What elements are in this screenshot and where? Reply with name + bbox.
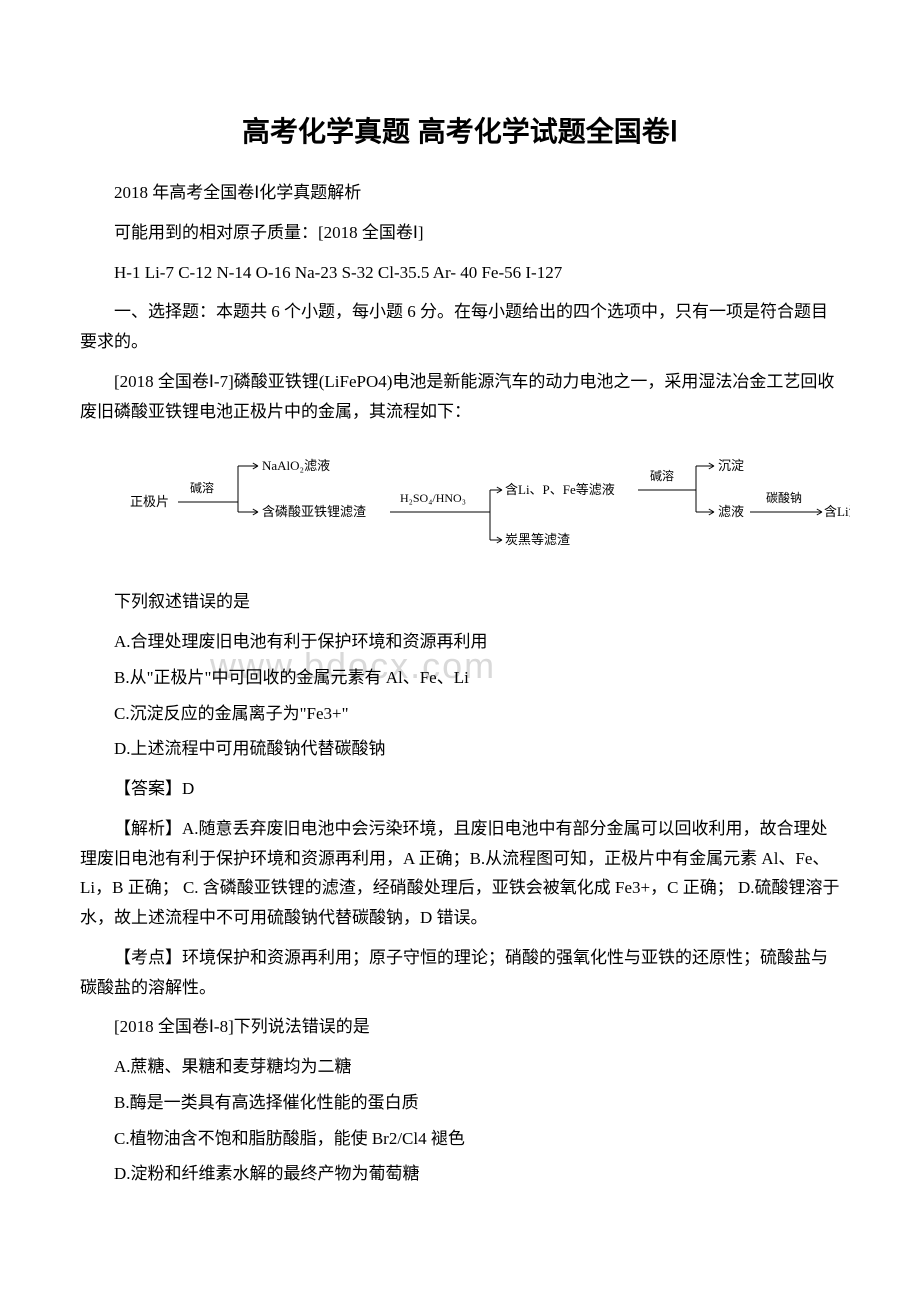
- svg-text:含磷酸亚铁锂滤渣: 含磷酸亚铁锂滤渣: [262, 504, 366, 519]
- option-c: C.植物油含不饱和脂肪酸脂，能使 Br2/Cl4 褪色: [80, 1124, 840, 1154]
- svg-text:含Li沉淀: 含Li沉淀: [824, 504, 850, 519]
- svg-text:H₂SO₄/HNO₃: H₂SO₄/HNO₃: [400, 491, 466, 505]
- paragraph: 2018 年高考全国卷Ⅰ化学真题解析: [80, 178, 840, 208]
- paragraph: H-1 Li-7 C-12 N-14 O-16 Na-23 S-32 Cl-35…: [80, 258, 840, 288]
- svg-text:沉淀: 沉淀: [718, 458, 744, 473]
- svg-text:碳酸钠: 碳酸钠: [766, 490, 802, 505]
- option-a: A.合理处理废旧电池有利于保护环境和资源再利用: [80, 627, 840, 657]
- svg-text:正极片: 正极片: [130, 494, 169, 509]
- option-c: C.沉淀反应的金属离子为"Fe3+": [80, 699, 840, 729]
- option-b: B.从"正极片"中可回收的金属元素有 Al、Fe、Li: [80, 663, 840, 693]
- option-d: D.淀粉和纤维素水解的最终产物为葡萄糖: [80, 1159, 840, 1189]
- svg-text:碱溶: 碱溶: [650, 468, 674, 483]
- document-title: 高考化学真题 高考化学试题全国卷Ⅰ: [80, 110, 840, 150]
- svg-text:碱溶: 碱溶: [190, 480, 214, 495]
- flow-diagram: 正极片 碱溶 NaAlO₂滤液含磷酸亚铁锂滤渣 H₂SO₄/HNO₃ 含Li、P、Fe等…: [110, 444, 840, 569]
- option-d: D.上述流程中可用硫酸钠代替碳酸钠: [80, 734, 840, 764]
- svg-text:滤液: 滤液: [718, 504, 744, 519]
- explanation: 【解析】A.随意丢弃废旧电池中会污染环境，且废旧电池中有部分金属可以回收利用，故…: [80, 814, 840, 933]
- svg-text:炭黑等滤渣: 炭黑等滤渣: [505, 532, 570, 547]
- key-points: 【考点】环境保护和资源再利用；原子守恒的理论；硝酸的强氧化性与亚铁的还原性；硫酸…: [80, 943, 840, 1003]
- svg-text:含Li、P、Fe等滤液: 含Li、P、Fe等滤液: [505, 482, 615, 497]
- paragraph: 下列叙述错误的是: [80, 587, 840, 617]
- paragraph: 可能用到的相对原子质量：[2018 全国卷Ⅰ]: [80, 218, 840, 248]
- option-a: A.蔗糖、果糖和麦芽糖均为二糖: [80, 1052, 840, 1082]
- answer: 【答案】D: [80, 774, 840, 804]
- svg-text:NaAlO₂滤液: NaAlO₂滤液: [262, 458, 330, 473]
- paragraph: [2018 全国卷Ⅰ-7]磷酸亚铁锂(LiFePO4)电池是新能源汽车的动力电池…: [80, 367, 840, 427]
- paragraph: [2018 全国卷Ⅰ-8]下列说法错误的是: [80, 1012, 840, 1042]
- paragraph: 一、选择题：本题共 6 个小题，每小题 6 分。在每小题给出的四个选项中，只有一…: [80, 297, 840, 357]
- option-b: B.酶是一类具有高选择催化性能的蛋白质: [80, 1088, 840, 1118]
